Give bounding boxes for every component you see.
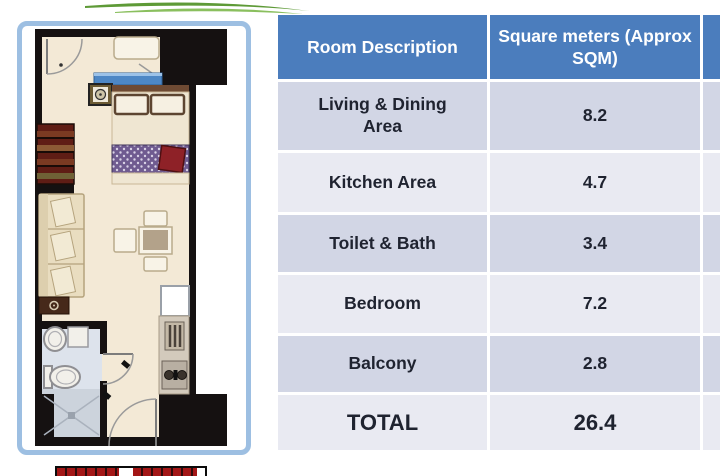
scale-bar: [55, 466, 207, 476]
bed-pillow-left: [113, 93, 150, 116]
bathroom-wall-step: [35, 394, 54, 437]
bathroom: [43, 326, 100, 436]
extra-cell: [703, 395, 720, 450]
table-header-room-description: Room Description: [278, 15, 487, 79]
entry-door: [46, 38, 83, 75]
bathroom-shelf: [67, 326, 89, 348]
sqm-value-cell: 2.8: [490, 336, 700, 392]
door-key-mark: [59, 63, 63, 67]
scale-bar-gap: [119, 468, 133, 476]
sqm-value-cell: 8.2: [490, 82, 700, 150]
shower: [43, 395, 100, 436]
dining-set: [113, 210, 173, 272]
building-core-bottom: [159, 394, 227, 446]
bathroom-door-arc: [102, 353, 134, 385]
room-name-cell: Living & Dining Area: [278, 82, 487, 150]
shower-drain: [68, 412, 75, 419]
balcony-door-arc: [102, 390, 157, 447]
entry-bench: [113, 36, 160, 60]
room-name-cell: Balcony: [278, 336, 487, 392]
extra-cell: [703, 82, 720, 150]
floor-plan-image: [35, 29, 227, 447]
total-label-cell: TOTAL: [278, 395, 487, 450]
kitchen-counter: [158, 285, 190, 395]
side-table: [38, 296, 70, 315]
room-name-cell: Bedroom: [278, 275, 487, 333]
room-name-cell: Kitchen Area: [278, 153, 487, 212]
table-header-square-meters: Square meters (Approx SQM): [490, 15, 700, 79]
swoosh-blade-dark: [85, 2, 309, 11]
bathroom-sink: [43, 326, 67, 352]
scale-bar-segment: [133, 468, 197, 476]
dining-chair-top: [143, 210, 168, 227]
room-area-table: Room Description Square meters (Approx S…: [278, 15, 720, 450]
blue-counter: [93, 72, 163, 86]
extra-cell: [703, 153, 720, 212]
dining-chair-left: [113, 228, 137, 253]
swoosh-blade-light: [115, 8, 303, 14]
extra-cell: [703, 336, 720, 392]
sofa: [38, 193, 85, 298]
bed-pillow-right: [149, 93, 186, 116]
sqm-value-cell: 4.7: [490, 153, 700, 212]
extra-cell: [703, 275, 720, 333]
bed-red-pillow: [157, 144, 187, 174]
floor-plan-box: [17, 21, 251, 455]
refrigerator: [160, 285, 190, 317]
bed-foot: [111, 172, 190, 185]
wardrobe: [36, 123, 75, 185]
building-core-top: [160, 29, 227, 85]
bed-headboard: [112, 85, 189, 92]
sqm-value-cell: 7.2: [490, 275, 700, 333]
extra-cell: [703, 215, 720, 272]
bathroom-wall-top: [35, 321, 107, 329]
bed: [111, 85, 190, 185]
total-value-cell: 26.4: [490, 395, 700, 450]
dining-chair-bottom: [143, 256, 168, 272]
table-header-extra-column: [703, 15, 720, 79]
green-swoosh-decoration: [85, 2, 309, 14]
room-name-cell: Toilet & Bath: [278, 215, 487, 272]
scale-bar-segment: [57, 468, 119, 476]
washer: [88, 83, 113, 106]
sqm-value-cell: 3.4: [490, 215, 700, 272]
